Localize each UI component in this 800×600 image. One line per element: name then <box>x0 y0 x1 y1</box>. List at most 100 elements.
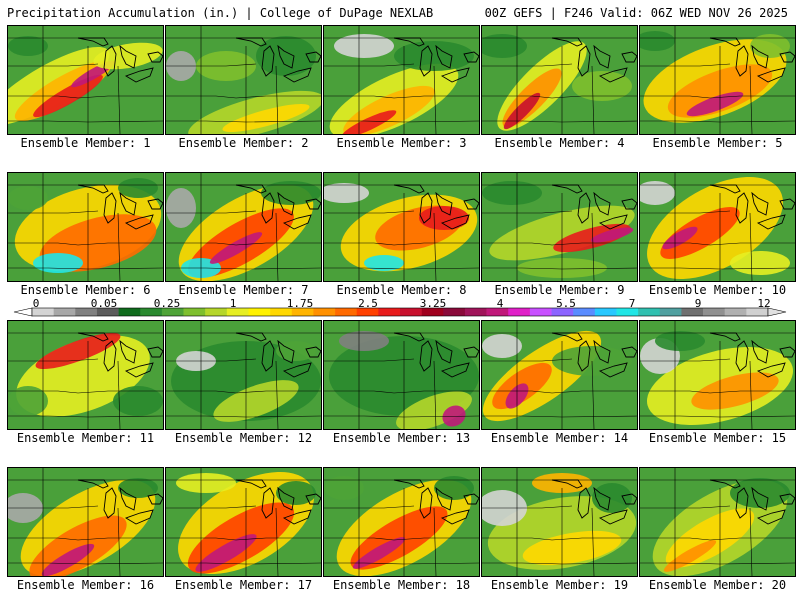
great-lake-outline <box>435 486 453 511</box>
ensemble-member-label: Ensemble Member: 12 <box>174 431 313 445</box>
ensemble-member-label: Ensemble Member: 18 <box>332 578 471 592</box>
ensemble-map-panel <box>481 172 638 282</box>
great-lake-outline <box>463 51 479 63</box>
colorbar <box>13 307 787 317</box>
state-border <box>433 212 437 281</box>
precip-contour <box>222 104 310 132</box>
colorbar-tick-label: 3.25 <box>419 297 447 310</box>
precip-contour <box>655 331 705 351</box>
colorbar-tick-label: 4 <box>496 297 504 310</box>
great-lake-outline <box>235 479 267 489</box>
great-lake-outline <box>577 192 591 224</box>
state-border <box>117 212 121 281</box>
state-border <box>275 65 279 134</box>
precip-contour <box>195 534 257 572</box>
great-lake-outline <box>119 339 137 364</box>
great-lake-outline <box>463 493 479 505</box>
ensemble-member-label: Ensemble Member: 16 <box>16 578 155 592</box>
great-lake-outline <box>277 191 295 216</box>
state-border <box>166 562 321 565</box>
colorbar-tick-label: 12 <box>757 297 771 310</box>
precip-contour <box>118 478 158 498</box>
ensemble-member-label: Ensemble Member: 17 <box>174 578 313 592</box>
state-border <box>591 507 595 576</box>
great-lake-outline <box>463 198 479 210</box>
great-lake-outline <box>440 509 470 525</box>
ensemble-map-panel <box>165 467 322 577</box>
ensemble-member-label: Ensemble Member: 5 <box>652 136 783 150</box>
precip-contour <box>396 391 472 429</box>
precip-contour <box>503 92 541 130</box>
great-lake-outline <box>282 362 312 378</box>
great-lake-outline <box>103 192 117 224</box>
precip-map <box>324 468 479 576</box>
colorbar-swatch <box>551 308 574 316</box>
colorbar-swatch <box>161 308 184 316</box>
great-lake-outline <box>277 44 295 69</box>
state-border <box>591 65 595 134</box>
great-lake-outline <box>261 45 275 77</box>
state-border <box>8 537 163 541</box>
precip-map <box>166 26 321 134</box>
state-border <box>640 562 795 565</box>
great-lake-outline <box>103 45 117 77</box>
great-lake-outline <box>261 487 275 519</box>
precip-contour <box>33 74 103 118</box>
great-lake-outline <box>419 45 433 77</box>
great-lake-outline <box>440 214 470 230</box>
state-border <box>482 562 637 565</box>
precip-contour <box>209 232 263 264</box>
state-border <box>8 415 163 418</box>
ensemble-member-label: Ensemble Member: 4 <box>494 136 625 150</box>
ensemble-member-label: Ensemble Member: 9 <box>494 283 625 297</box>
great-lake-outline <box>305 346 321 358</box>
ensemble-map-panel <box>639 25 796 135</box>
precip-contour <box>352 537 406 569</box>
ensemble-map-panel <box>323 25 480 135</box>
ensemble-map-panel <box>323 320 480 430</box>
precip-contour <box>419 206 469 230</box>
precip-contour <box>276 481 316 505</box>
colorbar-tick-label: 2.5 <box>358 297 378 310</box>
precip-contour <box>686 91 744 117</box>
great-lake-outline <box>435 339 453 364</box>
state-border <box>324 537 479 541</box>
great-lake-outline <box>463 346 479 358</box>
great-lake-outline <box>751 486 769 511</box>
precip-contour <box>166 188 196 228</box>
colorbar-max-arrow <box>767 307 787 317</box>
precip-map <box>166 468 321 576</box>
ensemble-member-label: Ensemble Member: 3 <box>336 136 467 150</box>
state-border <box>117 360 121 429</box>
great-lake-outline <box>621 51 637 63</box>
state-border <box>482 267 637 270</box>
colorbar-swatch <box>75 308 98 316</box>
colorbar-tick-label: 0 <box>32 297 40 310</box>
colorbar-swatch <box>724 308 747 316</box>
precip-contour <box>750 34 790 58</box>
great-lake-outline <box>419 487 433 519</box>
great-lake-outline <box>261 192 275 224</box>
precip-contour <box>113 386 163 416</box>
ensemble-map-panel <box>7 320 164 430</box>
ensemble-member-label: Ensemble Member: 20 <box>648 578 787 592</box>
great-lake-outline <box>551 332 583 342</box>
great-lake-outline <box>709 332 741 342</box>
colorbar-swatch <box>118 308 141 316</box>
great-lake-outline <box>282 67 312 83</box>
great-lake-outline <box>77 332 109 342</box>
precip-map <box>482 173 637 281</box>
colorbar-swatch <box>378 308 401 316</box>
ensemble-member-label: Ensemble Member: 15 <box>648 431 787 445</box>
great-lake-outline <box>419 192 433 224</box>
precip-map <box>8 26 163 134</box>
great-lake-outline <box>124 362 154 378</box>
great-lake-outline <box>709 479 741 489</box>
great-lake-outline <box>779 493 795 505</box>
colorbar-swatch <box>183 308 206 316</box>
great-lake-outline <box>435 44 453 69</box>
state-border <box>482 415 637 418</box>
great-lake-outline <box>261 340 275 372</box>
great-lake-outline <box>751 44 769 69</box>
great-lake-outline <box>621 493 637 505</box>
